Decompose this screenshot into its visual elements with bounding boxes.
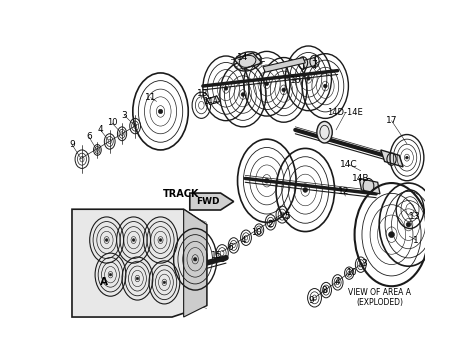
Text: 14B: 14B (352, 174, 370, 183)
Text: 6: 6 (86, 132, 92, 141)
Polygon shape (207, 96, 220, 104)
Text: 12: 12 (338, 187, 349, 196)
Circle shape (132, 239, 135, 241)
Polygon shape (183, 209, 207, 317)
Text: 2: 2 (267, 220, 273, 229)
Text: 9: 9 (69, 140, 75, 149)
Ellipse shape (317, 122, 332, 143)
Circle shape (241, 93, 245, 96)
Text: 4: 4 (241, 236, 246, 245)
Text: 4: 4 (335, 277, 340, 286)
Text: 8: 8 (322, 286, 328, 295)
Text: FWD: FWD (196, 197, 219, 206)
Text: 7: 7 (312, 60, 318, 69)
Polygon shape (303, 58, 316, 68)
Circle shape (109, 273, 112, 276)
Text: 17: 17 (386, 116, 397, 125)
Circle shape (159, 239, 162, 241)
Polygon shape (72, 209, 207, 317)
Polygon shape (263, 58, 305, 72)
Circle shape (224, 87, 228, 90)
Text: 6: 6 (227, 243, 233, 252)
Text: 16: 16 (290, 76, 301, 85)
Text: 10: 10 (252, 228, 262, 237)
Text: 11: 11 (145, 93, 156, 102)
Text: 10: 10 (107, 119, 117, 127)
Circle shape (193, 258, 197, 261)
Polygon shape (381, 150, 403, 167)
Circle shape (264, 178, 269, 183)
Circle shape (136, 277, 139, 280)
Circle shape (163, 281, 165, 284)
Circle shape (406, 156, 408, 159)
Text: 15: 15 (211, 251, 222, 260)
Text: 13: 13 (197, 89, 209, 98)
Text: 5: 5 (285, 213, 291, 221)
Text: 3: 3 (362, 259, 367, 268)
Circle shape (158, 109, 163, 114)
Circle shape (307, 76, 310, 80)
Polygon shape (359, 178, 380, 194)
Circle shape (406, 222, 411, 227)
Text: TRACK: TRACK (163, 189, 200, 199)
Text: 4: 4 (98, 126, 103, 134)
Circle shape (265, 82, 269, 86)
Text: VIEW OF AREA A
(EXPLODED): VIEW OF AREA A (EXPLODED) (348, 288, 411, 308)
Text: 14: 14 (237, 53, 248, 62)
Polygon shape (190, 193, 234, 210)
Text: A: A (100, 277, 109, 288)
Text: 9: 9 (309, 296, 314, 305)
Circle shape (282, 88, 285, 92)
Circle shape (105, 239, 108, 241)
Text: 14D-14E: 14D-14E (328, 108, 363, 118)
Text: 14A: 14A (203, 97, 218, 106)
Circle shape (389, 232, 394, 238)
Circle shape (303, 187, 308, 192)
Circle shape (323, 84, 327, 88)
Text: 3: 3 (121, 111, 127, 120)
Text: 13: 13 (409, 213, 420, 221)
Text: 10: 10 (346, 268, 357, 277)
Text: 1: 1 (413, 236, 419, 245)
Polygon shape (234, 53, 262, 69)
Text: 14C: 14C (340, 160, 358, 169)
